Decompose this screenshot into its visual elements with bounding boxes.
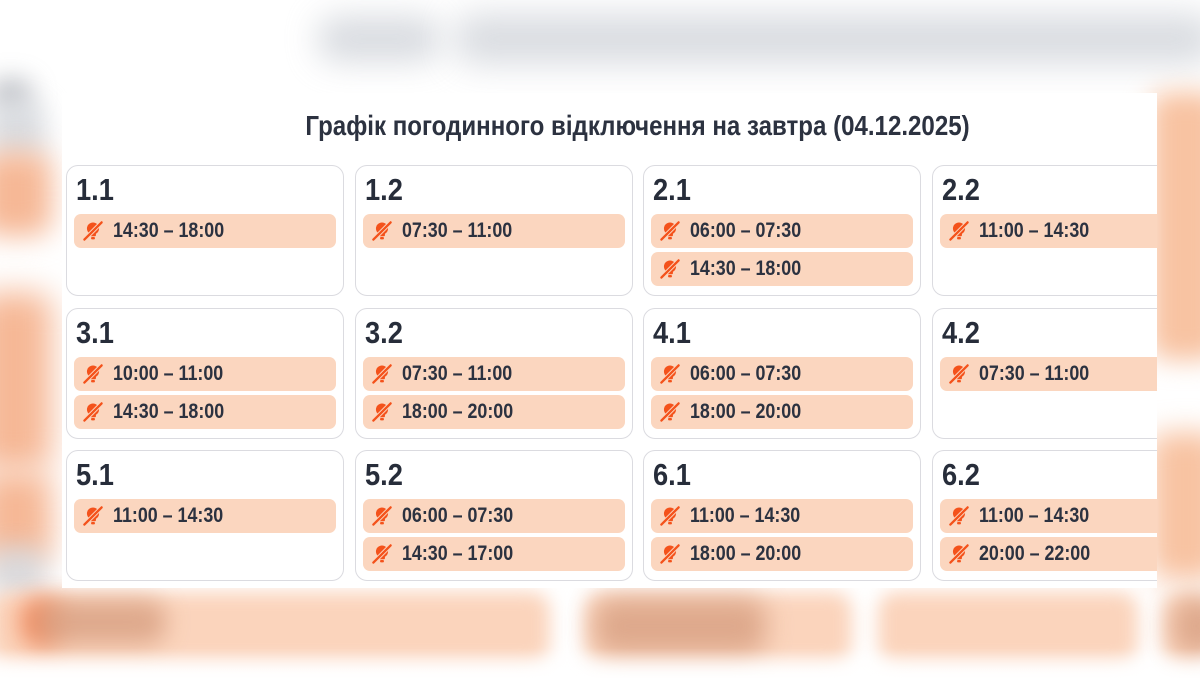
lightbulb-slash-icon bbox=[371, 505, 392, 527]
outage-slot: 11:00 – 14:30 bbox=[939, 499, 1157, 533]
outage-time: 07:30 – 11:00 bbox=[401, 219, 512, 242]
outage-time: 14:30 – 18:00 bbox=[113, 219, 225, 242]
group-number: 1.1 bbox=[76, 172, 114, 207]
outage-slot: 10:00 – 11:00 bbox=[74, 356, 336, 391]
outage-slot: 07:30 – 11:00 bbox=[939, 356, 1157, 391]
outage-time: 14:30 – 17:00 bbox=[401, 542, 513, 565]
blurred-text-fragment bbox=[594, 598, 766, 654]
outage-time: 20:00 – 22:00 bbox=[978, 542, 1090, 565]
outage-time: 11:00 – 14:30 bbox=[978, 219, 1089, 242]
lightbulb-slash-icon bbox=[82, 363, 104, 384]
lightbulb-slash-icon bbox=[82, 401, 104, 422]
group-card: 4.1 06:00 – 07:30 bbox=[643, 307, 921, 439]
outage-time: 18:00 – 20:00 bbox=[690, 399, 802, 423]
blurred-slot-fragment bbox=[1150, 92, 1200, 360]
lightbulb-slash-icon bbox=[371, 543, 392, 565]
group-number: 4.1 bbox=[653, 314, 691, 350]
outage-slot: 14:30 – 18:00 bbox=[74, 214, 336, 248]
blurred-text-fragment bbox=[1172, 598, 1200, 654]
schedule-grid: 1.1 14:30 – 18:00 1.2 bbox=[66, 165, 1157, 581]
outage-time: 06:00 – 07:30 bbox=[401, 504, 513, 527]
blurred-slot-fragment bbox=[0, 292, 52, 470]
outage-time: 07:30 – 11:00 bbox=[978, 361, 1089, 385]
outage-time: 06:00 – 07:30 bbox=[690, 361, 802, 385]
group-card: 5.1 11:00 – 14:30 bbox=[66, 450, 344, 581]
blurred-slot-fragment bbox=[1150, 432, 1200, 580]
outage-slot: 06:00 – 07:30 bbox=[362, 499, 625, 533]
outage-slot: 06:00 – 07:30 bbox=[651, 214, 913, 248]
outage-slot: 11:00 – 14:30 bbox=[939, 214, 1157, 248]
group-number: 1.2 bbox=[364, 172, 403, 207]
lightbulb-slash-icon bbox=[371, 363, 392, 384]
lightbulb-slash-icon bbox=[82, 220, 104, 242]
outage-slot: 11:00 – 14:30 bbox=[651, 499, 913, 533]
lightbulb-slash-icon bbox=[659, 505, 681, 527]
group-card: 2.1 06:00 – 07:30 bbox=[643, 165, 921, 296]
lightbulb-slash-icon bbox=[948, 363, 969, 384]
outage-slot: 11:00 – 14:30 bbox=[74, 499, 336, 533]
lightbulb-slash-icon bbox=[82, 505, 104, 527]
outage-slot: 07:30 – 11:00 bbox=[362, 214, 625, 248]
lightbulb-slash-icon bbox=[948, 543, 969, 565]
blurred-text-fragment bbox=[34, 600, 166, 644]
group-number: 5.1 bbox=[76, 457, 114, 492]
group-card: 1.2 07:30 – 11:00 bbox=[354, 165, 633, 296]
outage-time: 14:30 – 18:00 bbox=[690, 257, 802, 280]
outage-time: 11:00 – 14:30 bbox=[978, 504, 1089, 527]
lightbulb-slash-icon bbox=[948, 220, 969, 242]
blurred-card-fragment bbox=[0, 100, 46, 162]
outage-slot: 06:00 – 07:30 bbox=[651, 356, 913, 391]
outage-time: 11:00 – 14:30 bbox=[690, 504, 801, 527]
outage-time: 06:00 – 07:30 bbox=[690, 219, 802, 242]
group-card: 4.2 07:30 – 11:00 bbox=[931, 307, 1157, 439]
outage-time: 10:00 – 11:00 bbox=[113, 361, 224, 385]
group-number: 3.1 bbox=[76, 314, 114, 350]
group-number: 3.2 bbox=[364, 314, 403, 350]
group-number: 5.2 bbox=[364, 457, 403, 492]
outage-slot: 14:30 – 18:00 bbox=[74, 394, 336, 429]
blurred-title-fragment bbox=[318, 16, 440, 62]
lightbulb-slash-icon bbox=[948, 505, 969, 527]
outage-slot: 18:00 – 20:00 bbox=[651, 537, 913, 571]
group-number: 4.2 bbox=[941, 314, 980, 350]
group-card: 2.2 11:00 – 14:30 bbox=[931, 165, 1157, 296]
outage-time: 18:00 – 20:00 bbox=[401, 399, 513, 423]
background-fade bbox=[0, 648, 1200, 678]
outage-slot: 18:00 – 20:00 bbox=[651, 394, 913, 429]
outage-time: 18:00 – 20:00 bbox=[690, 542, 802, 565]
blurred-title-fragment bbox=[455, 14, 1200, 64]
lightbulb-slash-icon bbox=[659, 363, 681, 384]
group-number: 6.2 bbox=[941, 457, 980, 492]
group-number: 2.2 bbox=[941, 172, 980, 207]
outage-slot: 20:00 – 22:00 bbox=[939, 537, 1157, 571]
group-card: 5.2 06:00 – 07:30 bbox=[354, 450, 633, 581]
outage-slot: 14:30 – 18:00 bbox=[651, 252, 913, 286]
lightbulb-slash-icon bbox=[371, 220, 392, 242]
page-title: Графік погодинного відключення на завтра… bbox=[305, 110, 970, 141]
group-card: 3.2 07:30 – 11:00 bbox=[354, 307, 633, 439]
group-card: 6.2 11:00 – 14:30 bbox=[931, 450, 1157, 581]
lightbulb-slash-icon bbox=[659, 401, 681, 422]
blurred-card-fragment bbox=[0, 545, 46, 600]
outage-slot: 18:00 – 20:00 bbox=[362, 394, 625, 429]
lightbulb-slash-icon bbox=[371, 401, 392, 422]
outage-time: 14:30 – 18:00 bbox=[113, 399, 225, 423]
outage-slot: 07:30 – 11:00 bbox=[362, 356, 625, 391]
blurred-slot-fragment bbox=[0, 152, 52, 236]
outage-slot: 14:30 – 17:00 bbox=[362, 537, 625, 571]
group-card: 1.1 14:30 – 18:00 bbox=[66, 165, 344, 296]
group-card: 6.1 11:00 – 14:30 bbox=[643, 450, 921, 581]
lightbulb-slash-icon bbox=[659, 220, 681, 242]
lightbulb-slash-icon bbox=[659, 258, 681, 280]
outage-time: 07:30 – 11:00 bbox=[401, 361, 512, 385]
schedule-panel: Графік погодинного відключення на завтра… bbox=[62, 93, 1157, 588]
group-card: 3.1 10:00 – 11:00 bbox=[66, 307, 344, 439]
group-number: 6.1 bbox=[653, 457, 691, 492]
outage-time: 11:00 – 14:30 bbox=[113, 504, 224, 527]
group-number: 2.1 bbox=[653, 172, 691, 207]
lightbulb-slash-icon bbox=[659, 543, 681, 565]
schedule-panel-inner: Графік погодинного відключення на завтра… bbox=[62, 107, 1157, 581]
